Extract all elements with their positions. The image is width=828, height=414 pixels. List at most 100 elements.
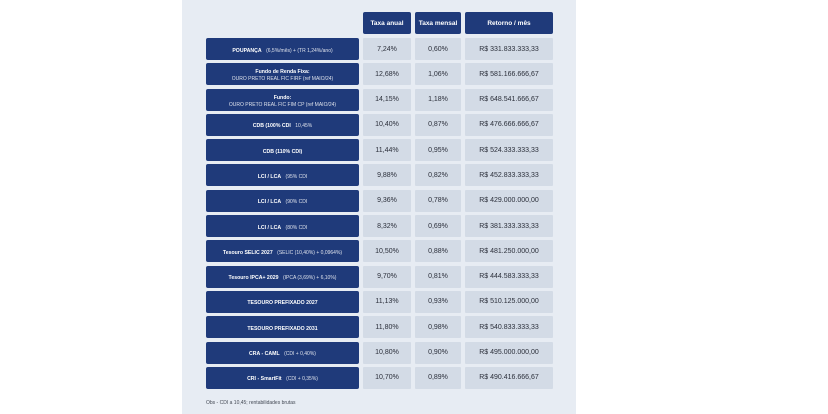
investment-name-line: CRA - CAML (CDI + 0,40%) [249,347,316,358]
annual-rate-cell: 10,80% [363,341,411,364]
investment-name: Fundo: [273,94,292,101]
table-row: CDB (110% CDI) 11,44% 0,95% R$ 524.333.333,… [182,139,576,162]
header-annual-rate: Taxa anual [363,12,411,34]
investment-name: Fundo de Renda Fixa: [255,69,310,76]
investment-label: TESOURO PREFIXADO 2031 [206,316,359,339]
investment-name-line: Tesouro SELIC 2027 (SELIC (10,40%) + 0,0… [223,246,342,257]
investment-detail: (IPCA (3,69%) + 6,10%) [282,275,337,282]
investment-name: TESOURO PREFIXADO 2027 [247,300,318,307]
investment-label: Fundo: OURO PRETO REAL FIC FIM CP (ref MA… [206,88,359,111]
monthly-rate-cell: 0,90% [415,341,461,364]
investment-name-line: Fundo: [274,91,292,102]
investment-name-line: Tesouro IPCA+ 2029 (IPCA (3,69%) + 6,10%… [229,271,337,282]
annual-rate-cell: 14,15% [363,88,411,111]
annual-rate-cell: 9,70% [363,265,411,288]
monthly-rate-cell: 0,60% [415,38,461,60]
table-row: TESOURO PREFIXADO 2031 11,80% 0,98% R$ 540.… [182,316,576,339]
investment-detail: (SELIC (10,40%) + 0,0964%) [277,249,343,256]
monthly-rate-cell: 0,88% [415,240,461,263]
table-row: Tesouro IPCA+ 2029 (IPCA (3,69%) + 6,10%… [182,265,576,288]
investment-label: LCI / LCA (80% CDI [206,215,359,238]
investment-label: CRA - CAML (CDI + 0,40%) [206,341,359,364]
footnote: Obs - CDI a 10,45; rentabilidades brutas [206,400,296,406]
monthly-return-cell: R$ 381.333.333,33 [465,215,553,238]
investment-detail: (90% CDI [285,199,308,206]
monthly-return-cell: R$ 490.416.666,67 [465,366,553,389]
investment-subtitle: OURO PRETO REAL FIC FIRF (ref MAIO/24) [231,76,334,83]
annual-rate-cell: 9,88% [363,164,411,187]
investment-detail: (CDI + 0,35%) [286,376,318,383]
investment-subtitle: OURO PRETO REAL FIC FIM CP (ref MAIO/24) [228,101,337,108]
table-row: LCI / LCA (90% CDI 9,36% 0,78% R$ 429.000.0… [182,189,576,212]
investment-label: CDB (110% CDI) [206,139,359,162]
annual-rate-cell: 11,80% [363,316,411,339]
header-monthly-rate: Taxa mensal [415,12,461,34]
investment-label: Tesouro IPCA+ 2029 (IPCA (3,69%) + 6,10%… [206,265,359,288]
monthly-rate-cell: 0,82% [415,164,461,187]
investment-name-line: CDB (110% CDI) [263,145,303,156]
table-body: POUPANÇA (6,5%/mês) + (TR 1,24%/ano) 7,24… [182,38,576,392]
annual-rate-cell: 12,68% [363,63,411,86]
monthly-return-cell: R$ 481.250.000,00 [465,240,553,263]
investment-name: TESOURO PREFIXADO 2031 [247,325,318,332]
monthly-return-cell: R$ 648.541.666,67 [465,88,553,111]
monthly-rate-cell: 0,98% [415,316,461,339]
investment-label: TESOURO PREFIXADO 2027 [206,290,359,313]
monthly-rate-cell: 1,06% [415,63,461,86]
header-monthly-return: Retorno / mês [465,12,553,34]
annual-rate-cell: 10,70% [363,366,411,389]
annual-rate-cell: 11,44% [363,139,411,162]
investment-name: LCI / LCA [257,199,282,206]
investment-name: Tesouro SELIC 2027 [222,249,273,256]
investment-name: CRI - SmartFit [247,376,282,383]
monthly-return-cell: R$ 429.000.000,00 [465,189,553,212]
table-row: Tesouro SELIC 2027 (SELIC (10,40%) + 0,0… [182,240,576,263]
monthly-rate-cell: 0,89% [415,366,461,389]
monthly-rate-cell: 0,78% [415,189,461,212]
table-row: LCI / LCA (80% CDI 8,32% 0,69% R$ 381.333.3… [182,215,576,238]
monthly-return-cell: R$ 452.833.333,33 [465,164,553,187]
investment-name-line: POUPANÇA (6,5%/mês) + (TR 1,24%/ano) [232,44,332,55]
monthly-return-cell: R$ 495.000.000,00 [465,341,553,364]
table-row: CDB (100% CDI 10,45% 10,40% 0,87% R$ 476.66… [182,113,576,136]
annual-rate-cell: 9,36% [363,189,411,212]
investment-name-line: CRI - SmartFit (CDI + 0,35%) [247,372,318,383]
investment-name: CDB (110% CDI) [262,148,303,155]
investment-label: LCI / LCA (95% CDI [206,164,359,187]
comparison-panel: Taxa anual Taxa mensal Retorno / mês POU… [182,0,576,414]
investment-label: CDB (100% CDI 10,45% [206,113,359,136]
monthly-return-cell: R$ 510.125.000,00 [465,290,553,313]
investment-detail: (80% CDI [285,224,308,231]
investment-name: LCI / LCA [257,173,282,180]
table-row: POUPANÇA (6,5%/mês) + (TR 1,24%/ano) 7,24… [182,38,576,60]
monthly-return-cell: R$ 524.333.333,33 [465,139,553,162]
monthly-return-cell: R$ 540.833.333,33 [465,316,553,339]
table-row: CRI - SmartFit (CDI + 0,35%) 10,70% 0,89% R… [182,366,576,389]
investment-detail: 10,45% [295,123,313,130]
investment-name-line: Fundo de Renda Fixa: [255,65,309,76]
investment-detail: (CDI + 0,40%) [284,351,316,358]
investment-label: POUPANÇA (6,5%/mês) + (TR 1,24%/ano) [206,38,359,60]
investment-name: Tesouro IPCA+ 2029 [228,275,279,282]
monthly-rate-cell: 0,69% [415,215,461,238]
annual-rate-cell: 11,13% [363,290,411,313]
investment-name-line: CDB (100% CDI 10,45% [253,119,312,130]
annual-rate-cell: 8,32% [363,215,411,238]
monthly-return-cell: R$ 476.666.666,67 [465,113,553,136]
investment-name: CRA - CAML [249,351,280,358]
investment-name: LCI / LCA [257,224,282,231]
investment-detail: (95% CDI [285,173,308,180]
investment-name-line: TESOURO PREFIXADO 2031 [247,322,317,333]
annual-rate-cell: 7,24% [363,38,411,60]
monthly-rate-cell: 0,95% [415,139,461,162]
investment-name-line: LCI / LCA (80% CDI [258,221,307,232]
table-row: TESOURO PREFIXADO 2027 11,13% 0,93% R$ 510.… [182,290,576,313]
table-row: CRA - CAML (CDI + 0,40%) 10,80% 0,90% R$ 49… [182,341,576,364]
monthly-return-cell: R$ 444.583.333,33 [465,265,553,288]
investment-name-line: LCI / LCA (90% CDI [258,195,307,206]
investment-name-line: LCI / LCA (95% CDI [258,170,307,181]
investment-label: LCI / LCA (90% CDI [206,189,359,212]
monthly-return-cell: R$ 331.833.333,33 [465,38,553,60]
investment-detail: (6,5%/mês) + (TR 1,24%/ano) [266,47,333,54]
monthly-return-cell: R$ 581.166.666,67 [465,63,553,86]
